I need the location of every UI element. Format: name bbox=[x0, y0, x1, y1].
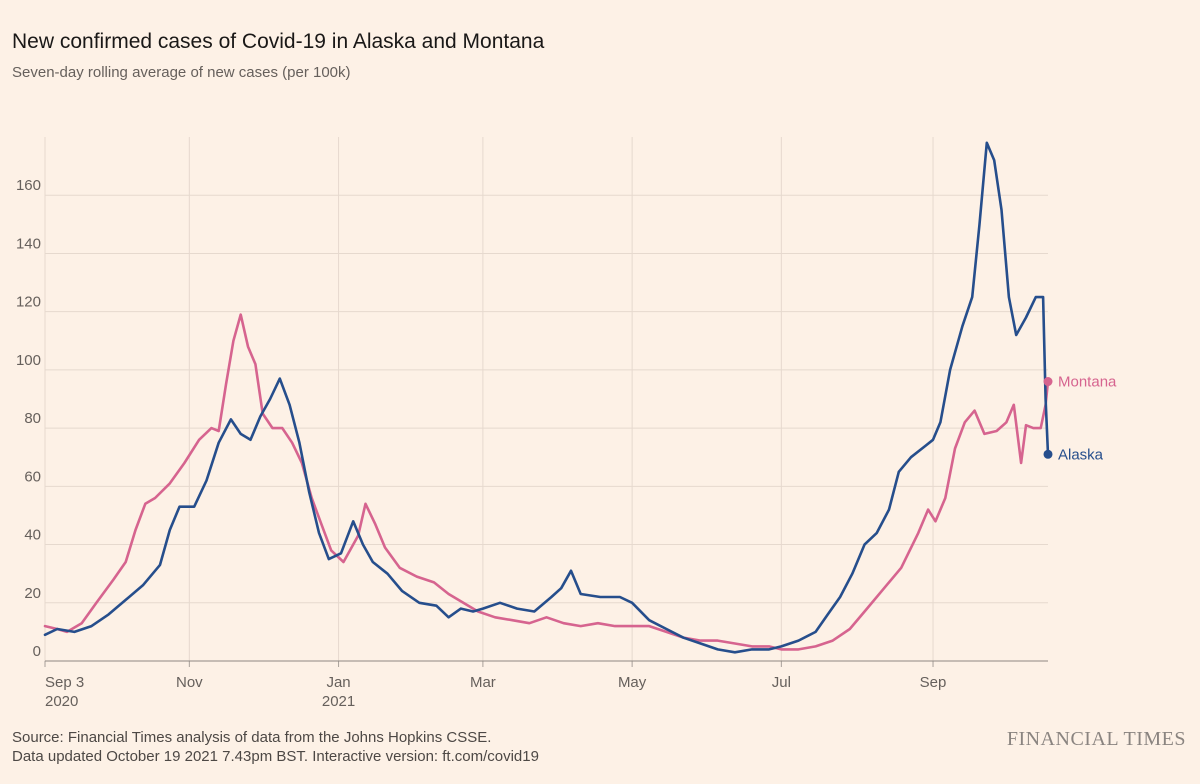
x-tick-label: Mar bbox=[470, 674, 496, 691]
series-labels: Alaska Montana bbox=[1043, 374, 1117, 463]
series-line-montana bbox=[43, 313, 1050, 651]
y-tick-label: 20 bbox=[24, 585, 41, 602]
line-chart: 0 20 40 60 80 100 120 140 160 Sep 3 2020 Nov Jan 2021… bbox=[16, 137, 1117, 710]
y-tick-label: 0 bbox=[33, 643, 41, 660]
end-marker-alaska bbox=[1043, 449, 1053, 459]
series-label-montana: Montana bbox=[1058, 374, 1117, 391]
series-line-alaska bbox=[43, 141, 1050, 654]
grid bbox=[44, 137, 1048, 661]
end-marker-montana bbox=[1043, 377, 1053, 387]
series-label-alaska: Alaska bbox=[1058, 446, 1104, 463]
x-tick-label: Jul bbox=[772, 674, 791, 691]
y-tick-label: 60 bbox=[24, 468, 41, 485]
x-tick-sublabel: 2020 bbox=[45, 693, 78, 710]
x-tick-label: Jan bbox=[326, 674, 350, 691]
y-tick-label: 100 bbox=[16, 352, 41, 369]
ft-logo: FINANCIAL TIMES bbox=[1006, 728, 1186, 750]
axes: 0 20 40 60 80 100 120 140 160 Sep 3 2020 Nov Jan 2021… bbox=[16, 177, 1048, 710]
y-tick-label: 40 bbox=[24, 527, 41, 544]
y-tick-label: 120 bbox=[16, 294, 41, 311]
y-tick-label: 160 bbox=[16, 177, 41, 194]
x-tick-label: May bbox=[618, 674, 647, 691]
x-tick-label: Sep 3 bbox=[45, 674, 84, 691]
y-tick-label: 140 bbox=[16, 235, 41, 252]
chart-subtitle: Seven-day rolling average of new cases (… bbox=[12, 64, 351, 81]
y-tick-label: 80 bbox=[24, 410, 41, 427]
series-lines bbox=[43, 141, 1050, 654]
source-line-2: Data updated October 19 2021 7.43pm BST.… bbox=[12, 748, 539, 765]
chart-title: New confirmed cases of Covid-19 in Alask… bbox=[12, 30, 545, 53]
x-tick-sublabel: 2021 bbox=[322, 693, 355, 710]
x-tick-label: Sep bbox=[920, 674, 947, 691]
source-note: Source: Financial Times analysis of data… bbox=[12, 728, 539, 766]
x-tick-label: Nov bbox=[176, 674, 203, 691]
source-line-1: Source: Financial Times analysis of data… bbox=[12, 729, 492, 746]
